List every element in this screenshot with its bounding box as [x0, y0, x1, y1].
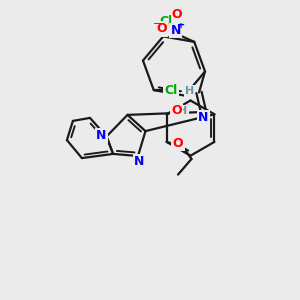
Text: O: O	[173, 137, 183, 150]
Text: Cl: Cl	[164, 84, 178, 97]
Text: +: +	[177, 20, 185, 30]
Text: N: N	[134, 155, 145, 168]
Text: O: O	[156, 22, 166, 35]
Text: −: −	[152, 19, 162, 29]
Text: H: H	[178, 106, 188, 116]
Text: N: N	[96, 129, 106, 142]
Text: N: N	[170, 24, 181, 37]
Text: H: H	[185, 86, 194, 96]
Text: O: O	[171, 104, 182, 117]
Text: Cl: Cl	[160, 16, 173, 28]
Text: O: O	[172, 8, 182, 21]
Text: N: N	[198, 111, 209, 124]
